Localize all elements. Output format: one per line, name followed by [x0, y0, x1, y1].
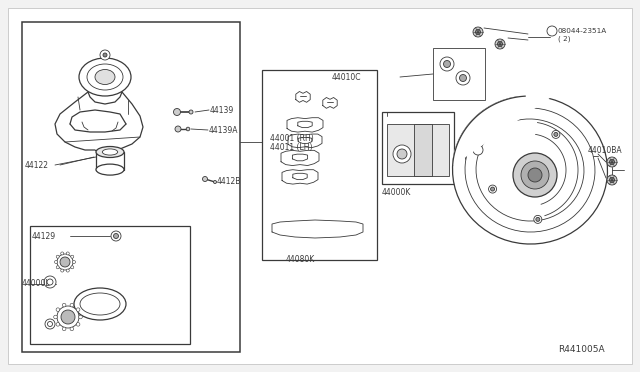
- Text: 44139: 44139: [210, 106, 234, 115]
- Circle shape: [113, 234, 118, 238]
- Circle shape: [552, 131, 560, 138]
- Ellipse shape: [79, 58, 131, 96]
- Circle shape: [79, 315, 83, 319]
- Circle shape: [440, 57, 454, 71]
- Ellipse shape: [87, 64, 123, 90]
- Circle shape: [534, 215, 542, 223]
- Circle shape: [175, 126, 181, 132]
- Bar: [433, 48, 485, 100]
- Text: 08044-2351A: 08044-2351A: [558, 28, 607, 34]
- Circle shape: [488, 185, 497, 193]
- Circle shape: [536, 217, 540, 221]
- Circle shape: [60, 257, 70, 267]
- Circle shape: [47, 321, 52, 327]
- Circle shape: [56, 255, 60, 258]
- Bar: [414, 124, 432, 176]
- Text: 44000L: 44000L: [22, 279, 51, 289]
- Circle shape: [214, 180, 216, 183]
- Circle shape: [56, 323, 60, 326]
- Ellipse shape: [465, 108, 595, 232]
- Circle shape: [111, 231, 121, 241]
- Text: R441005A: R441005A: [558, 346, 605, 355]
- Circle shape: [100, 50, 110, 60]
- Circle shape: [460, 74, 467, 81]
- Circle shape: [609, 177, 614, 183]
- Circle shape: [61, 252, 64, 255]
- Text: ( 2): ( 2): [558, 36, 570, 42]
- Ellipse shape: [452, 96, 607, 244]
- Circle shape: [173, 109, 180, 115]
- Ellipse shape: [80, 293, 120, 315]
- Circle shape: [54, 260, 58, 263]
- Circle shape: [70, 327, 74, 331]
- Ellipse shape: [95, 70, 115, 84]
- Circle shape: [56, 266, 60, 269]
- Text: 44000K: 44000K: [382, 187, 412, 196]
- Circle shape: [47, 279, 53, 285]
- Circle shape: [45, 319, 55, 329]
- Text: 44122: 44122: [25, 160, 49, 170]
- Text: 44129: 44129: [32, 231, 56, 241]
- Text: 44011 (LH): 44011 (LH): [270, 142, 312, 151]
- Circle shape: [393, 145, 411, 163]
- Bar: [382, 112, 454, 184]
- Ellipse shape: [96, 147, 124, 157]
- Circle shape: [186, 127, 190, 131]
- Bar: [22, 22, 240, 352]
- Ellipse shape: [102, 149, 118, 155]
- Bar: [30, 226, 190, 344]
- Circle shape: [497, 42, 502, 46]
- Circle shape: [56, 308, 60, 311]
- Circle shape: [61, 269, 64, 272]
- Circle shape: [495, 39, 505, 49]
- Circle shape: [57, 306, 79, 328]
- Bar: [262, 70, 377, 260]
- Text: 44139A: 44139A: [209, 125, 239, 135]
- Circle shape: [61, 310, 75, 324]
- Circle shape: [444, 61, 451, 67]
- Circle shape: [528, 168, 542, 182]
- Circle shape: [473, 27, 483, 37]
- Circle shape: [609, 160, 614, 164]
- Text: 4412B: 4412B: [217, 176, 241, 186]
- Circle shape: [72, 260, 76, 263]
- Circle shape: [71, 255, 74, 258]
- Circle shape: [67, 252, 69, 255]
- Bar: [387, 124, 449, 176]
- Circle shape: [103, 53, 107, 57]
- Circle shape: [513, 153, 557, 197]
- Circle shape: [62, 327, 66, 331]
- Circle shape: [202, 176, 207, 182]
- Circle shape: [71, 266, 74, 269]
- Text: 44080K: 44080K: [286, 256, 316, 264]
- Text: 44001 (RH): 44001 (RH): [270, 134, 314, 142]
- Circle shape: [397, 149, 407, 159]
- Circle shape: [76, 323, 80, 326]
- Circle shape: [44, 276, 56, 288]
- Text: 44010BA: 44010BA: [588, 145, 623, 154]
- Circle shape: [57, 254, 73, 270]
- Circle shape: [607, 175, 617, 185]
- Circle shape: [456, 71, 470, 85]
- Ellipse shape: [476, 119, 584, 221]
- Circle shape: [189, 110, 193, 114]
- Ellipse shape: [96, 164, 124, 175]
- Ellipse shape: [74, 288, 126, 320]
- Circle shape: [473, 145, 483, 155]
- Circle shape: [62, 303, 66, 307]
- Circle shape: [70, 303, 74, 307]
- Circle shape: [476, 29, 481, 35]
- Circle shape: [607, 157, 617, 167]
- Circle shape: [76, 308, 80, 311]
- Circle shape: [547, 26, 557, 36]
- Text: B: B: [550, 29, 554, 33]
- Circle shape: [521, 161, 549, 189]
- Circle shape: [491, 187, 495, 191]
- Circle shape: [54, 315, 58, 319]
- Text: 44010C: 44010C: [332, 73, 362, 81]
- Circle shape: [67, 269, 69, 272]
- Circle shape: [554, 132, 558, 137]
- Polygon shape: [452, 90, 560, 165]
